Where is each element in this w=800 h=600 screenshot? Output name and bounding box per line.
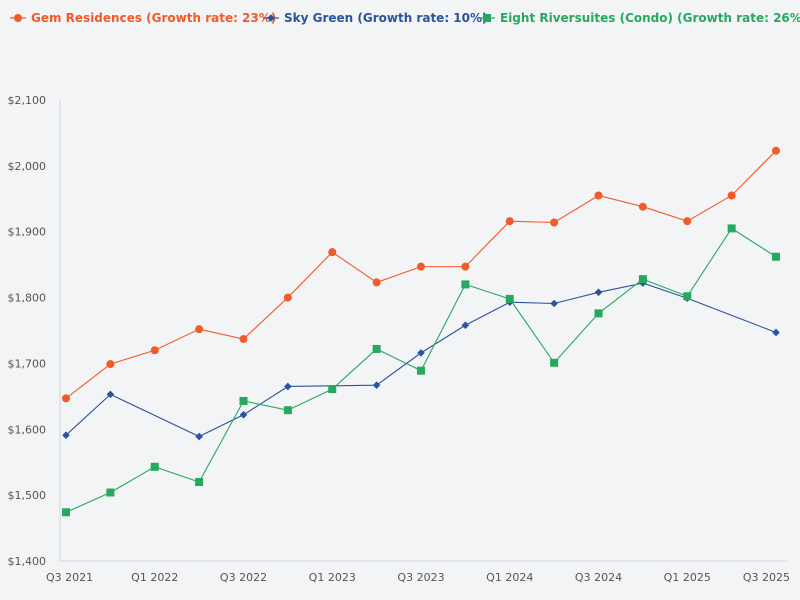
x-tick-label: Q3 2025: [743, 571, 790, 584]
data-point: [372, 278, 381, 287]
series-line: [65, 150, 777, 399]
data-point: [328, 385, 337, 394]
data-point: [106, 360, 115, 369]
data-point: [417, 366, 425, 375]
legend-marker: [267, 14, 275, 22]
y-tick-label: $1,400: [8, 555, 47, 568]
data-point: [195, 432, 203, 441]
y-tick-label: $1,800: [8, 292, 47, 305]
x-tick-label: Q1 2022: [131, 571, 178, 584]
series-3: [62, 224, 780, 517]
data-point: [150, 462, 159, 471]
data-point: [638, 275, 647, 284]
data-point: [550, 218, 559, 227]
legend-item[interactable]: Sky Green (Growth rate: 10%): [263, 11, 488, 25]
legend-label: Eight Riversuites (Condo) (Growth rate: …: [500, 11, 800, 25]
data-point: [62, 508, 70, 517]
y-tick-label: $1,500: [8, 489, 47, 502]
data-point: [550, 358, 559, 367]
data-point: [461, 280, 470, 289]
x-tick-label: Q3 2022: [220, 571, 267, 584]
data-point: [417, 349, 425, 357]
series-2: [62, 279, 780, 441]
data-point: [283, 293, 292, 302]
data-point: [372, 344, 381, 353]
legend-label: Gem Residences (Growth rate: 23%): [31, 11, 276, 25]
legend-item[interactable]: Gem Residences (Growth rate: 23%): [10, 11, 276, 25]
data-point: [106, 390, 115, 399]
data-point: [594, 309, 603, 318]
data-point: [772, 328, 780, 337]
data-point: [106, 488, 115, 497]
data-point: [461, 321, 470, 330]
data-point: [727, 224, 736, 233]
data-point: [372, 381, 381, 389]
data-point: [195, 477, 204, 486]
data-point: [727, 191, 736, 200]
series-1: [62, 146, 780, 403]
data-point: [62, 394, 70, 403]
y-tick-label: $1,600: [8, 423, 47, 436]
y-tick-label: $2,000: [8, 160, 47, 173]
data-point: [239, 396, 248, 405]
data-point: [461, 262, 470, 271]
data-point: [283, 406, 292, 415]
x-tick-label: Q3 2023: [397, 571, 444, 584]
data-point: [239, 335, 248, 344]
data-point: [594, 288, 603, 297]
x-tick-label: Q1 2023: [309, 571, 356, 584]
data-point: [284, 382, 292, 391]
legend-label: Sky Green (Growth rate: 10%): [284, 11, 488, 25]
y-tick-label: $1,700: [8, 357, 47, 370]
y-tick-label: $2,100: [8, 94, 47, 107]
data-point: [505, 294, 514, 303]
legend-marker: [14, 14, 22, 22]
data-point: [417, 262, 425, 271]
data-point: [772, 252, 780, 261]
x-tick-label: Q3 2021: [46, 571, 93, 584]
data-point: [505, 217, 514, 226]
data-point: [62, 431, 70, 440]
data-point: [239, 410, 248, 419]
legend-marker: [483, 14, 491, 22]
data-point: [594, 191, 603, 200]
data-point: [150, 346, 159, 355]
data-point: [195, 325, 204, 334]
x-tick-label: Q1 2025: [664, 571, 711, 584]
y-tick-label: $1,900: [8, 226, 47, 239]
data-point: [683, 217, 692, 226]
data-point: [328, 248, 337, 257]
series-line: [65, 282, 777, 438]
data-point: [772, 146, 780, 155]
data-point: [683, 292, 692, 301]
data-point: [550, 299, 558, 308]
data-point: [638, 202, 647, 211]
x-tick-label: Q3 2024: [575, 571, 622, 584]
legend-item[interactable]: Eight Riversuites (Condo) (Growth rate: …: [479, 11, 800, 25]
x-tick-label: Q1 2024: [486, 571, 533, 584]
